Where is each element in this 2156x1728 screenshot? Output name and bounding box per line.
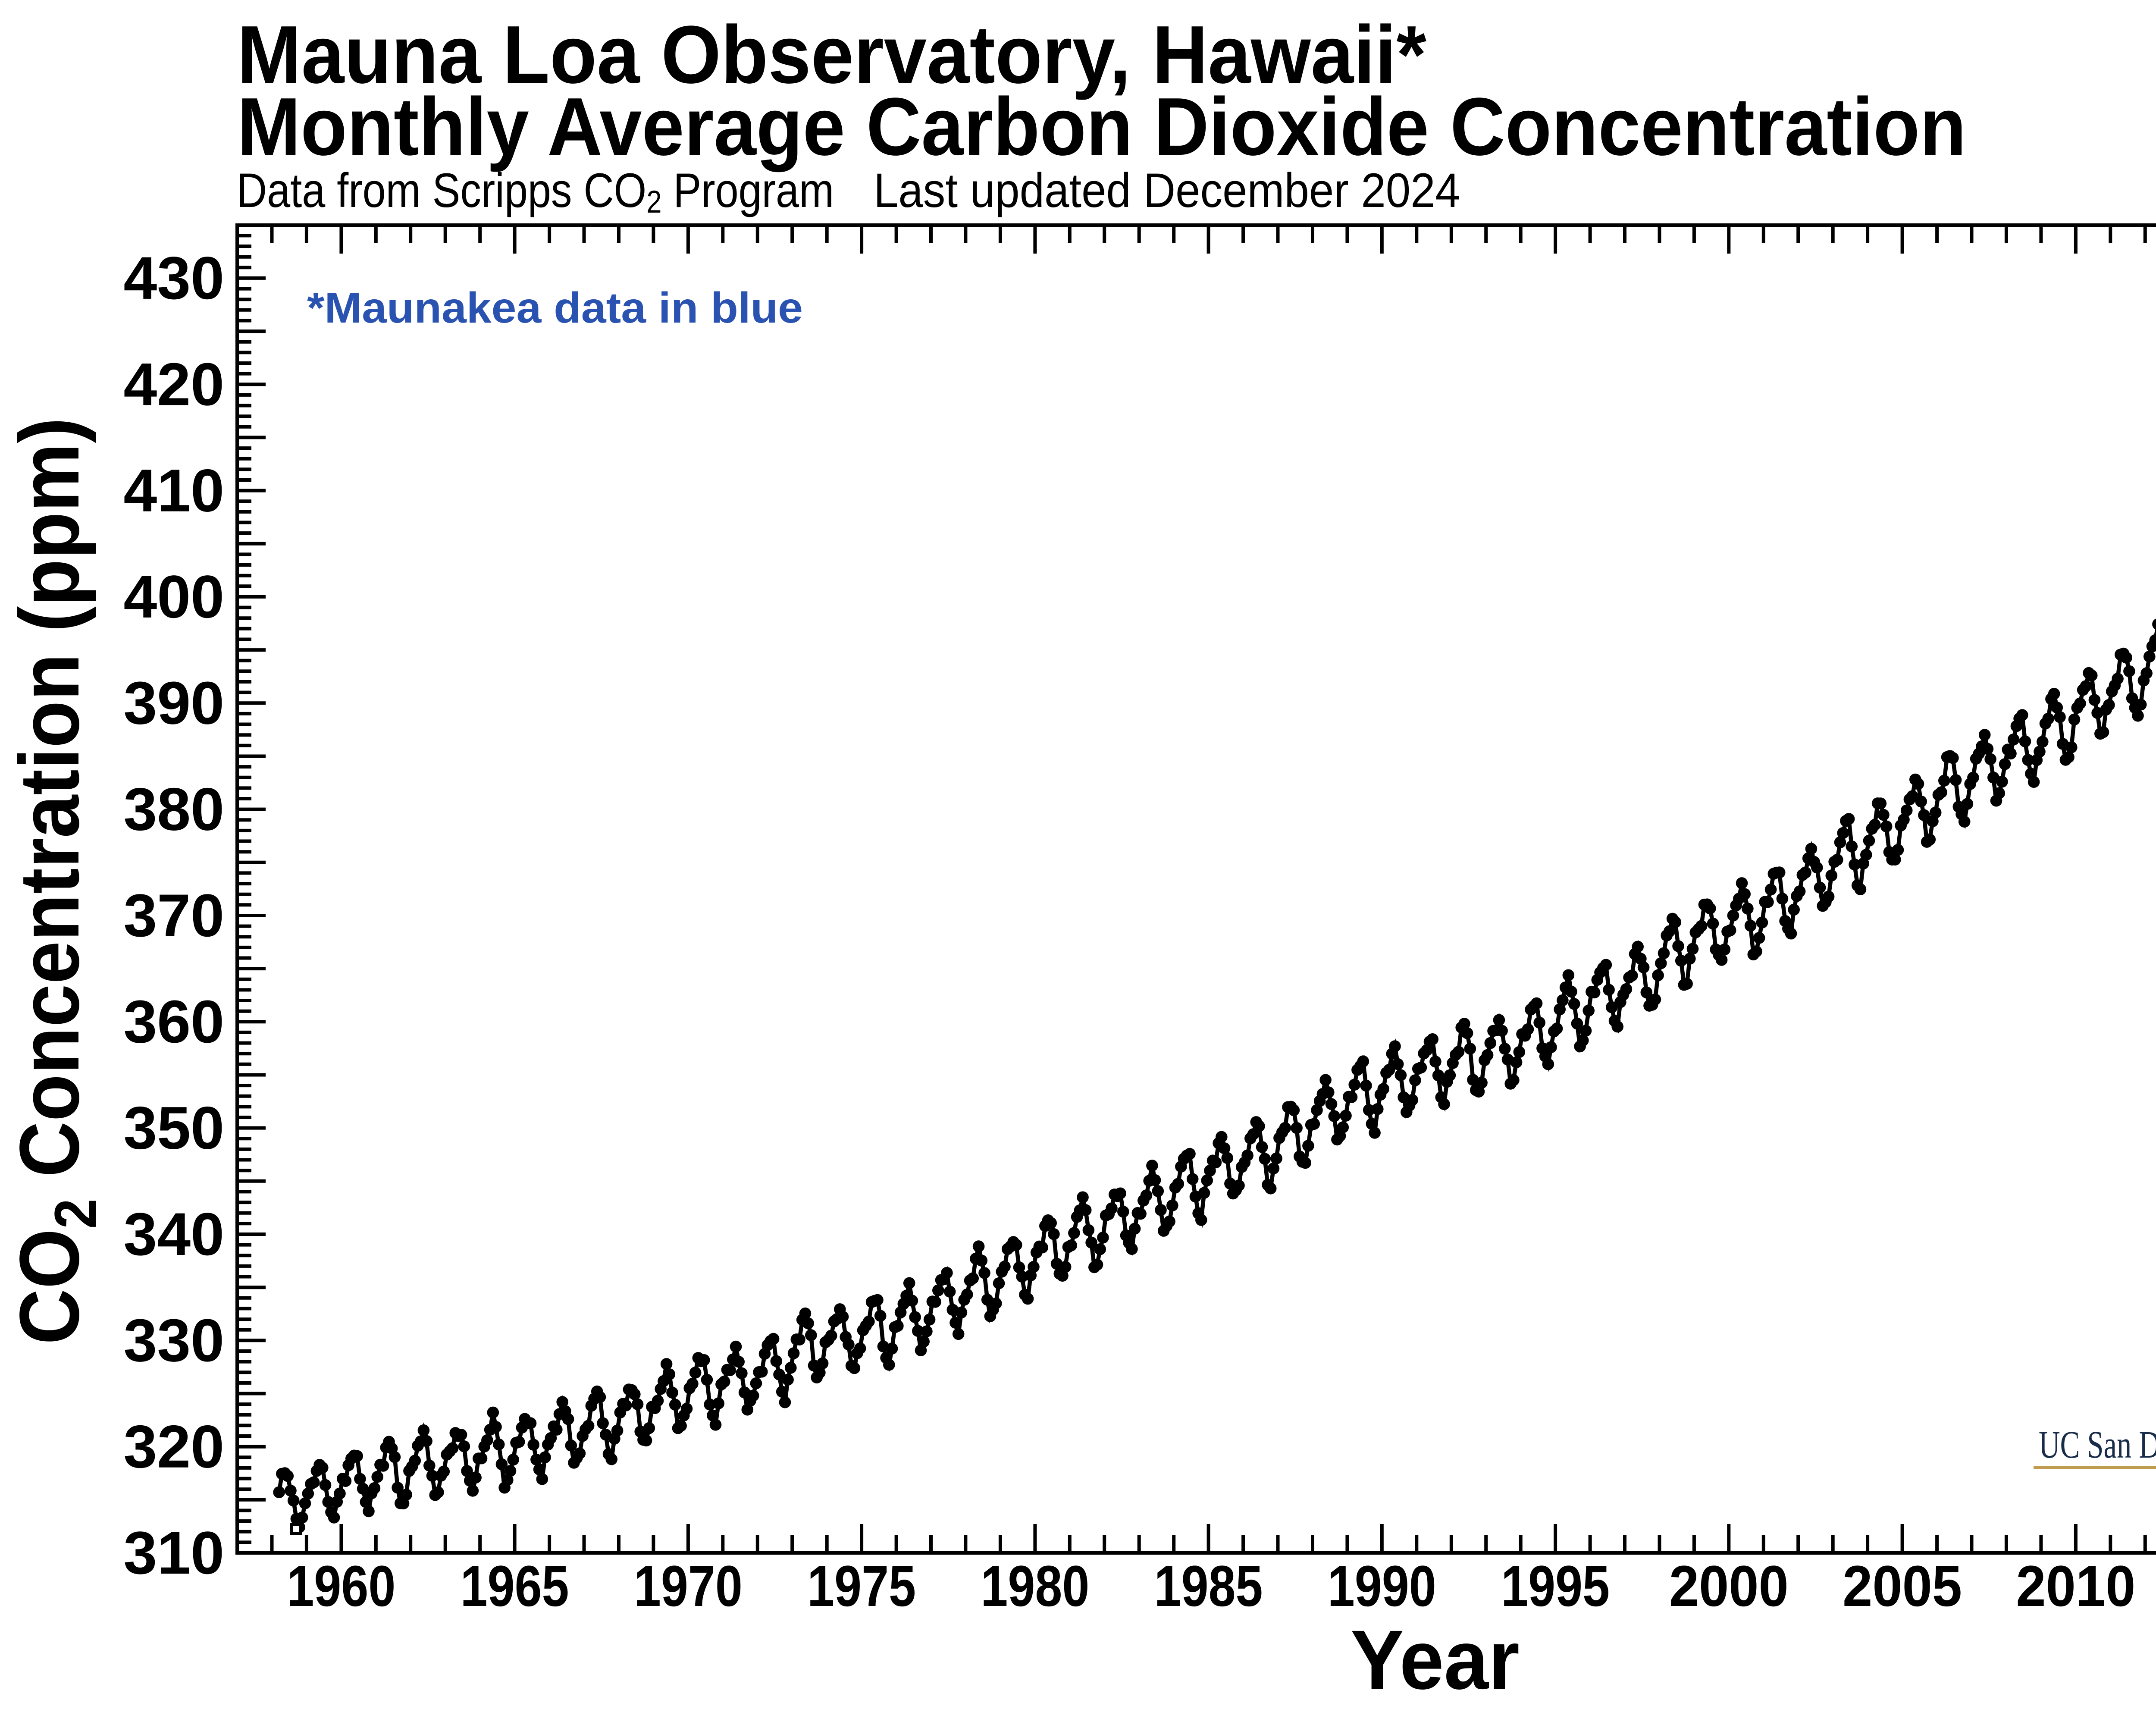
svg-text:1965: 1965 <box>461 1554 569 1618</box>
svg-text:Last updated December 2024: Last updated December 2024 <box>874 163 1460 217</box>
svg-text:2005: 2005 <box>1843 1554 1962 1618</box>
svg-text:1995: 1995 <box>1501 1554 1610 1618</box>
svg-text:*Maunakea data in blue: *Maunakea data in blue <box>307 284 803 332</box>
svg-text:1960: 1960 <box>287 1554 395 1618</box>
svg-text:UC San Diego: UC San Diego <box>2039 1424 2156 1466</box>
svg-text:310: 310 <box>123 1519 224 1587</box>
svg-text:360: 360 <box>123 988 224 1055</box>
svg-text:1990: 1990 <box>1328 1554 1436 1618</box>
svg-text:Data from Scripps CO2 Program: Data from Scripps CO2 Program <box>237 163 834 220</box>
svg-text:2010: 2010 <box>2016 1554 2135 1618</box>
svg-text:1975: 1975 <box>807 1554 916 1618</box>
svg-text:420: 420 <box>123 350 224 418</box>
svg-text:430: 430 <box>123 244 224 312</box>
svg-text:CO2 Concentration (ppm): CO2 Concentration (ppm) <box>2 417 109 1345</box>
svg-text:400: 400 <box>123 563 224 630</box>
svg-text:1970: 1970 <box>634 1554 743 1618</box>
svg-text:1980: 1980 <box>981 1554 1089 1618</box>
svg-text:2000: 2000 <box>1669 1554 1789 1618</box>
svg-text:Monthly Average Carbon Dioxide: Monthly Average Carbon Dioxide Concentra… <box>237 81 1966 172</box>
svg-text:340: 340 <box>123 1200 224 1268</box>
svg-text:1985: 1985 <box>1154 1554 1263 1618</box>
svg-text:410: 410 <box>123 457 224 524</box>
svg-text:370: 370 <box>123 881 224 949</box>
svg-text:Mauna Loa Observatory, Hawaii*: Mauna Loa Observatory, Hawaii* <box>237 9 1426 100</box>
svg-text:Year: Year <box>1351 1613 1520 1707</box>
svg-text:330: 330 <box>123 1306 224 1374</box>
svg-text:350: 350 <box>123 1094 224 1162</box>
svg-text:320: 320 <box>123 1413 224 1480</box>
svg-text:380: 380 <box>123 775 224 843</box>
svg-text:390: 390 <box>123 669 224 737</box>
